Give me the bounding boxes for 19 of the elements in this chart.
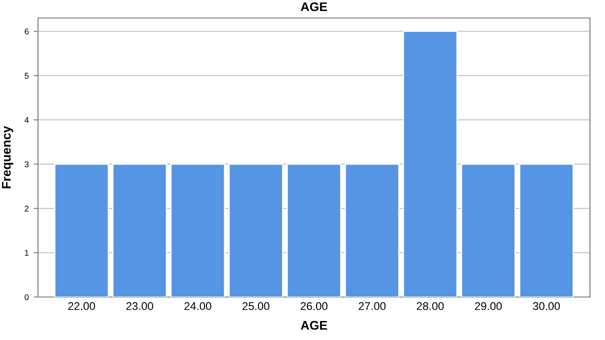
y-tick-label: 6 (24, 28, 29, 34)
x-tick-label: 28.00 (416, 302, 444, 310)
y-tick-label: 3 (24, 161, 29, 168)
y-tick-label: 0 (24, 294, 29, 300)
x-tick-label: 22.00 (68, 302, 96, 310)
x-tick-label: 29.00 (474, 302, 502, 310)
y-tick-label: 5 (24, 72, 29, 79)
y-tick-label: 4 (24, 117, 29, 123)
chart-title: AGE (300, 2, 328, 12)
x-tick-label: 23.00 (126, 302, 154, 310)
x-tick-label: 26.00 (300, 302, 328, 310)
x-tick-label: 30.00 (532, 302, 560, 310)
x-tick-label: 24.00 (184, 302, 212, 310)
y-tick-label: 2 (24, 206, 29, 212)
y-tick-label: 1 (24, 250, 29, 256)
x-axis-title: AGE (300, 320, 328, 330)
x-tick-label: 25.00 (242, 302, 270, 310)
x-tick-label: 27.00 (358, 302, 386, 310)
y-axis-title: Frequency (2, 126, 14, 188)
